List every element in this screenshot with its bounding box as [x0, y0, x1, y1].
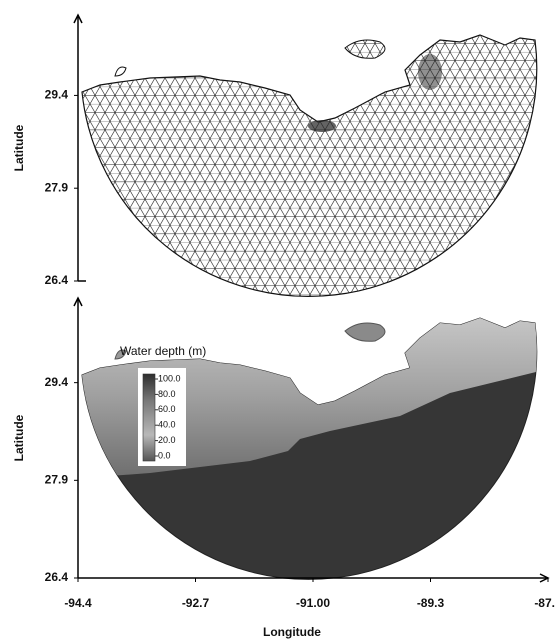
colorbar-tick-label: 0.0 — [158, 450, 171, 460]
y-tick-label: 26.4 — [45, 570, 69, 584]
y-tick-label: 29.4 — [45, 88, 69, 102]
x-tick-label: -91.00 — [296, 596, 330, 610]
dense-mesh — [418, 54, 442, 90]
panel — [70, 20, 550, 320]
x-tick-label: -94.4 — [64, 596, 92, 610]
colorbar — [143, 374, 155, 461]
x-axis-label: Longitude — [263, 625, 321, 639]
land-island — [345, 323, 385, 341]
figure: Latitude 26.4 27.9 29.4 Latitude 26.4 27.9 29.4… — [0, 0, 555, 642]
land-island — [115, 67, 126, 76]
dense-mesh — [308, 120, 336, 132]
colorbar-tick-label: 20.0 — [158, 435, 176, 445]
y-axis-label: Latitude — [12, 414, 26, 461]
y-tick-label: 27.9 — [45, 472, 69, 486]
y-axis-label: Latitude — [12, 124, 26, 171]
mesh-triangles — [70, 20, 550, 320]
y-tick-label: 29.4 — [45, 375, 69, 389]
colorbar-tick-label: 60.0 — [158, 404, 176, 414]
y-tick-label: 27.9 — [45, 180, 69, 194]
y-tick-label: 26.4 — [45, 273, 69, 287]
x-tick-label: -92.7 — [182, 596, 210, 610]
land-island — [345, 40, 385, 58]
x-tick-label: -89.3 — [417, 596, 445, 610]
colorbar-tick-label: 80.0 — [158, 389, 176, 399]
plots: Latitude 26.4 27.9 29.4 Latitude 26.4 27.9 29.4… — [12, 15, 555, 639]
colorbar-tick-label: 40.0 — [158, 420, 176, 430]
colorbar-tick-label: 100.0 — [158, 373, 181, 383]
colorbar-title: Water depth (m) — [120, 344, 206, 358]
x-tick-label: -87.6 — [534, 596, 555, 610]
